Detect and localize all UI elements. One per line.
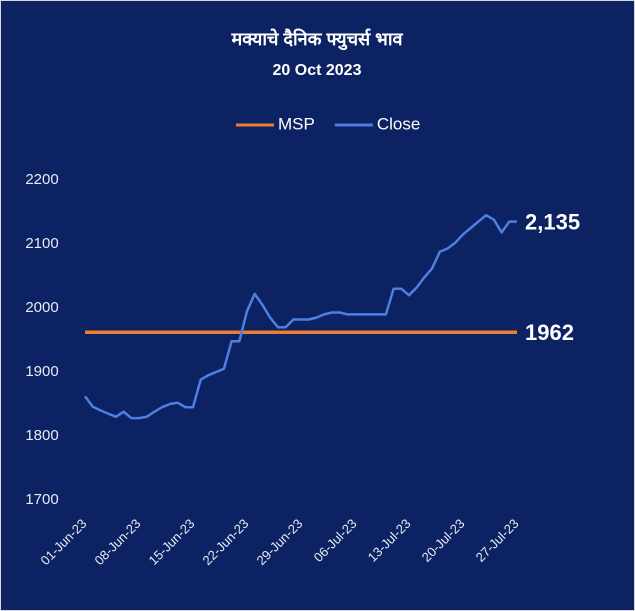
line-series (83, 213, 517, 420)
legend-label: Close (377, 114, 420, 133)
chart-subtitle: 20 Oct 2023 (273, 62, 362, 79)
data-label: 1962 (525, 320, 574, 345)
y-tick-label: 1700 (25, 491, 58, 508)
y-tick-label: 1900 (25, 363, 58, 380)
chart-title: मक्याचे दैनिक फ्युचर्स भाव (230, 28, 403, 51)
y-tick-label: 1800 (25, 427, 58, 444)
y-tick-label: 2200 (25, 171, 58, 188)
legend-label: MSP (278, 114, 315, 133)
legend: MSP Close (236, 114, 420, 133)
data-label: 2,135 (525, 209, 580, 234)
y-tick-label: 2000 (25, 299, 58, 316)
y-tick-label: 2100 (25, 235, 58, 252)
